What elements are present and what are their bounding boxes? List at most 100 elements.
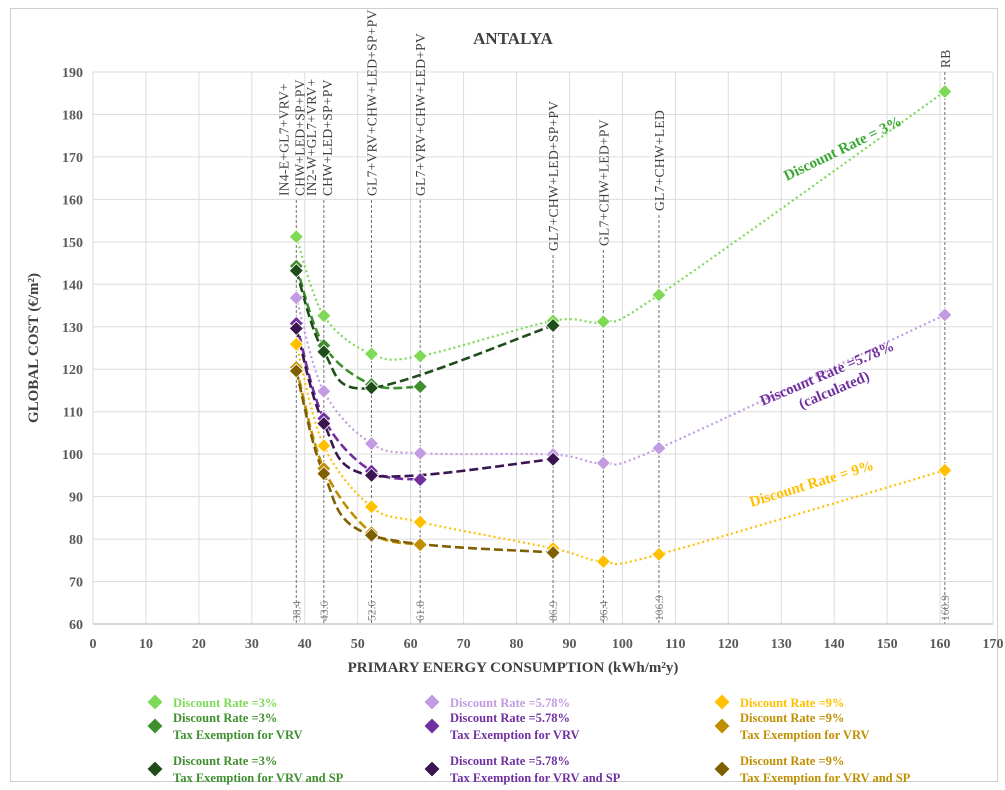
legend-swatch-1 [146,693,164,711]
reference-value-label: 38.4 [291,601,303,621]
data-point-series-7 [363,499,380,515]
x-tick-label: 110 [665,637,685,652]
data-point-series-7 [937,462,953,478]
trend-curve-3 [295,270,554,390]
x-tick-label: 130 [771,637,792,652]
legend-label-5: Discount Rate =5.78% [450,711,570,725]
data-point-series-1 [651,287,667,303]
curve-annotation: Discount Rate = 3% [782,114,905,185]
reference-value-label: 86.9 [548,601,560,621]
y-tick-label: 80 [69,533,83,548]
data-point-series-6 [316,416,332,432]
data-point-series-5 [412,472,428,488]
x-tick-label: 40 [298,637,312,652]
curve-annotation: Discount Rate = 9% [748,458,876,511]
y-tick-label: 140 [62,278,83,293]
reference-label: GL7+CHW+LED+SP+PV [546,101,561,251]
y-tick-label: 130 [62,321,83,336]
y-axis-title: GLOBAL COST (€/m²) [26,273,42,423]
x-axis-title: PRIMARY ENERGY CONSUMPTION (kWh/m²y) [348,660,679,676]
reference-value-label: 52.6 [366,601,378,621]
data-point-series-8 [412,537,428,553]
chart-frame [10,8,998,782]
reference-value-label: 43.6 [319,601,331,621]
grid [92,71,994,625]
legend-label-6-line2: Tax Exemption for VRV and SP [450,771,621,785]
reference-label: GL7+CHW+LED+PV [596,119,611,246]
x-tick-label: 10 [139,637,153,652]
data-point-series-6 [288,320,304,337]
legend-label-6: Discount Rate =5.78% [450,754,570,768]
legend-swatch-9 [713,760,731,778]
trend-curves [295,90,946,566]
x-tick-label: 60 [404,637,418,652]
x-tick-label: 0 [90,637,97,652]
data-point-series-3 [363,380,380,396]
data-point-series-9 [288,363,304,379]
chart-title: ANTALYA [473,29,553,48]
trend-curve-1 [295,90,946,361]
x-tick-label: 150 [877,637,898,652]
data-markers [288,83,953,570]
x-tick-label: 80 [510,637,524,652]
data-point-series-9 [545,545,561,561]
legend-label-2-line2: Tax Exemption for VRV [173,728,303,742]
x-tick-label: 140 [824,637,845,652]
reference-value-label: 106.9 [654,595,666,621]
legend-label-2: Discount Rate =3% [173,711,277,725]
data-point-series-1 [363,346,380,362]
y-tick-label: 100 [62,448,83,463]
data-point-series-6 [363,467,380,483]
y-tick-label: 120 [62,363,83,378]
reference-value-label: 160.9 [940,595,952,621]
data-point-series-1 [412,348,428,364]
reference-label: IN2-W+GL7+VRV+ [304,79,319,196]
reference-value-label: 96.4 [598,601,610,621]
data-point-series-4 [937,307,953,323]
x-tick-label: 170 [983,637,1004,652]
data-point-series-4 [363,435,380,452]
reference-value-label: 61.8 [415,601,427,621]
trend-curve-4 [295,297,946,466]
data-point-series-9 [316,466,332,482]
curve-annotations: Discount Rate = 3%Discount Rate =5.78%(c… [748,114,905,511]
legend-label-8: Discount Rate =9% [740,711,844,725]
legend-swatch-8 [713,717,731,735]
trend-curve-2 [295,265,421,390]
trend-curve-5 [295,323,421,481]
x-tick-label: 50 [351,637,365,652]
legend-swatch-6 [423,760,441,778]
axes: 0 10 20 30 40 50 60 70 80 90 100 110 120 130 140 150 160… [62,66,1004,652]
legend-swatch-7 [713,693,731,711]
data-point-series-4 [288,290,304,306]
y-tick-label: 90 [69,491,83,506]
data-point-series-4 [595,455,611,471]
legend-label-3-line2: Tax Exemption for VRV and SP [173,771,344,785]
y-tick-label: 180 [62,108,83,123]
data-point-series-4 [316,383,332,399]
legend-label-5-line2: Tax Exemption for VRV [450,728,580,742]
reference-label: GL7+VRV+CHW+LED+PV [413,33,428,196]
legend-label-7: Discount Rate =9% [740,696,844,710]
data-point-series-4 [412,445,428,461]
legend-label-4: Discount Rate =5.78% [450,696,570,710]
data-point-series-7 [412,514,428,530]
trend-curve-6 [295,328,554,478]
x-tick-label: 30 [245,637,259,652]
x-tick-label: 120 [718,637,739,652]
data-point-series-1 [316,308,332,324]
data-point-series-1 [288,229,304,245]
y-tick-label: 160 [62,193,83,208]
y-tick-label: 150 [62,236,83,251]
data-point-series-7 [651,546,667,562]
y-tick-label: 70 [69,576,83,591]
legend: Discount Rate =3%Discount Rate =3%Tax Ex… [146,693,911,785]
legend-swatch-2 [146,717,164,735]
reference-label: IN4-E+GL7+VRV+ [276,83,291,196]
data-point-series-6 [545,451,561,467]
data-point-series-2 [412,379,428,395]
x-tick-label: 90 [562,637,576,652]
x-tick-label: 20 [192,637,206,652]
reference-label-line2: CHW+LED+SP+PV [320,79,335,196]
